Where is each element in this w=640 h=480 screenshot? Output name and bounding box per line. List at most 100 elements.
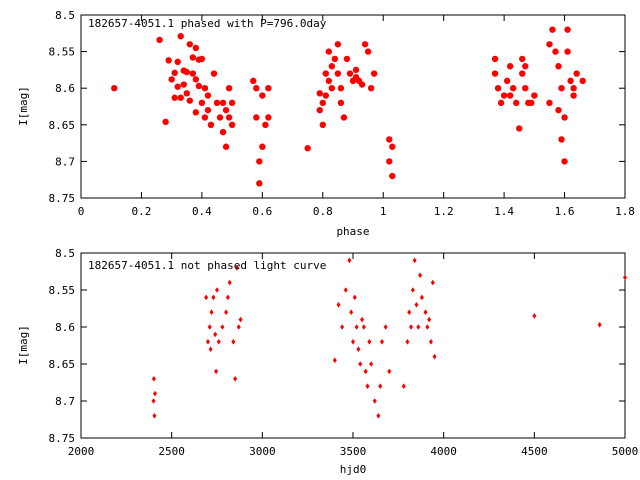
data-point bbox=[387, 368, 392, 375]
data-point bbox=[500, 92, 508, 99]
data-point bbox=[225, 294, 230, 301]
data-point bbox=[370, 70, 378, 77]
data-point bbox=[171, 69, 178, 77]
data-point bbox=[111, 85, 118, 92]
data-point bbox=[552, 48, 559, 55]
data-point bbox=[343, 287, 348, 293]
data-point bbox=[328, 85, 336, 92]
data-point bbox=[354, 324, 359, 330]
data-point bbox=[174, 58, 181, 66]
data-point bbox=[423, 309, 428, 315]
data-point bbox=[208, 346, 213, 352]
data-point bbox=[558, 85, 565, 92]
data-point bbox=[351, 339, 355, 345]
data-point bbox=[151, 398, 156, 404]
data-point bbox=[265, 114, 272, 121]
data-point bbox=[204, 92, 212, 99]
data-point bbox=[215, 287, 219, 293]
y-tick-label: 8.5 bbox=[55, 247, 75, 260]
data-point bbox=[573, 70, 580, 77]
data-point bbox=[192, 76, 200, 83]
data-point bbox=[409, 324, 414, 330]
data-point bbox=[183, 90, 190, 97]
data-point bbox=[238, 316, 243, 323]
data-point bbox=[233, 376, 238, 382]
data-point bbox=[337, 85, 345, 92]
x-tick-label: 1.2 bbox=[434, 205, 454, 218]
plot-frame bbox=[80, 14, 626, 199]
data-point bbox=[519, 70, 526, 77]
data-point bbox=[389, 172, 396, 180]
data-point bbox=[405, 339, 410, 345]
y-tick-label: 8.6 bbox=[55, 321, 75, 334]
data-point bbox=[555, 106, 562, 114]
data-point bbox=[564, 48, 571, 55]
data-point bbox=[152, 413, 157, 419]
data-point bbox=[216, 114, 224, 121]
data-point bbox=[343, 55, 351, 63]
data-point bbox=[151, 376, 156, 382]
x-tick-label: 4000 bbox=[430, 445, 457, 458]
data-point bbox=[491, 55, 499, 63]
data-point bbox=[386, 158, 393, 165]
y-tick-label: 8.55 bbox=[49, 284, 76, 297]
x-tick-label: 0.4 bbox=[192, 205, 212, 218]
data-point bbox=[316, 90, 323, 97]
data-point bbox=[430, 279, 435, 286]
data-point bbox=[319, 99, 326, 107]
data-point bbox=[356, 346, 361, 352]
data-point bbox=[224, 309, 229, 315]
data-point bbox=[410, 287, 415, 293]
data-point bbox=[428, 339, 433, 345]
data-point bbox=[236, 324, 241, 330]
data-point bbox=[340, 324, 345, 330]
y-tick-label: 8.55 bbox=[49, 46, 76, 59]
x-tick-label: 2500 bbox=[158, 445, 185, 458]
data-point bbox=[491, 70, 499, 77]
data-point bbox=[516, 125, 523, 132]
data-point bbox=[522, 63, 529, 70]
data-point bbox=[383, 324, 388, 330]
data-point bbox=[358, 361, 363, 367]
data-point bbox=[265, 85, 272, 92]
x-tick-label: 1.4 bbox=[494, 205, 514, 218]
x-tick-label: 1.6 bbox=[555, 205, 575, 218]
data-point bbox=[204, 106, 212, 114]
data-point bbox=[419, 294, 424, 301]
x-tick-label: 2000 bbox=[68, 445, 95, 458]
x-tick-label: 0 bbox=[78, 205, 85, 218]
data-point bbox=[346, 70, 354, 77]
data-point bbox=[352, 294, 357, 301]
data-point bbox=[597, 321, 602, 328]
x-tick-label: 3500 bbox=[340, 445, 367, 458]
y-axis-title: I[mag] bbox=[17, 325, 30, 365]
data-point bbox=[162, 118, 169, 126]
data-point bbox=[331, 55, 339, 63]
x-tick-label: 4500 bbox=[521, 445, 548, 458]
data-point bbox=[205, 339, 210, 345]
y-tick-label: 8.5 bbox=[55, 9, 75, 22]
data-point bbox=[378, 383, 383, 389]
data-point bbox=[183, 68, 190, 76]
data-point bbox=[570, 92, 577, 99]
y-tick-label: 8.7 bbox=[55, 155, 75, 168]
data-point bbox=[564, 26, 571, 33]
data-point bbox=[372, 398, 377, 404]
data-point bbox=[367, 339, 372, 345]
unphased-light-curve-panel: 2000 2500 3000 3500 4000 4500 5000 8.5 8.55 8.6 8.… bbox=[17, 247, 638, 476]
data-point bbox=[207, 324, 212, 330]
data-point bbox=[340, 114, 348, 121]
data-point bbox=[322, 92, 329, 99]
data-point bbox=[189, 70, 197, 77]
data-point bbox=[349, 309, 354, 315]
data-point bbox=[503, 77, 511, 85]
data-point bbox=[207, 121, 215, 128]
axis-ticks: 0 0.2 0.4 0.6 0.8 1 1.2 1.4 1.6 1.8 8.5 8.55 8.6 8.65… bbox=[49, 9, 635, 218]
data-point bbox=[364, 48, 372, 55]
data-point bbox=[506, 92, 514, 99]
data-point bbox=[180, 81, 187, 88]
data-point bbox=[432, 353, 437, 360]
data-point bbox=[186, 41, 193, 48]
data-point bbox=[177, 94, 184, 101]
